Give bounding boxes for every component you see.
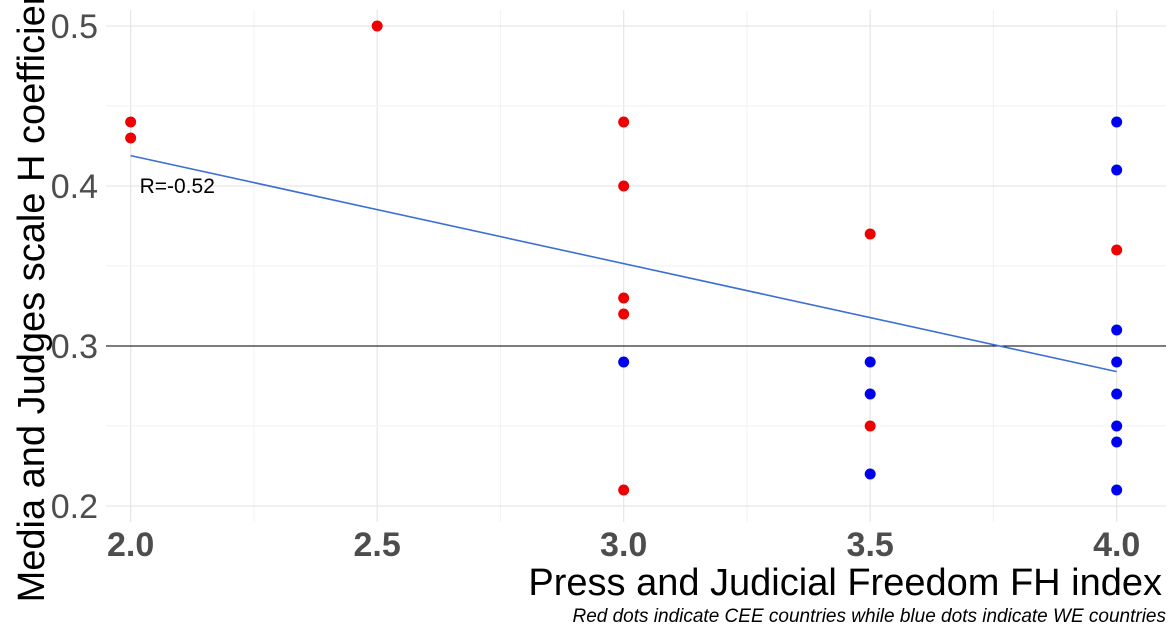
x-axis-title: Press and Judicial Freedom FH index	[528, 562, 1162, 604]
data-point-cee	[618, 116, 630, 128]
trend-line-layer	[130, 154, 1117, 373]
y-tick-label: 0.4	[51, 168, 98, 206]
data-point-we	[1111, 356, 1123, 368]
data-point-we	[864, 388, 876, 400]
x-tick-labels: 2.0 2.5 3.0 3.5 4.0	[107, 526, 1140, 564]
x-tick-label: 3.0	[600, 526, 647, 564]
x-tick-label: 4.0	[1093, 526, 1140, 564]
data-point-we	[1111, 116, 1123, 128]
correlation-annotation: R=-0.52	[140, 175, 215, 198]
data-point-cee	[864, 420, 876, 432]
data-point-cee	[1111, 244, 1123, 256]
data-point-cee	[618, 484, 630, 496]
data-point-cee	[125, 132, 137, 144]
regression-line	[130, 154, 1117, 373]
data-point-cee	[125, 116, 137, 128]
data-point-cee	[618, 308, 630, 320]
data-point-we	[618, 356, 630, 368]
x-tick-label: 3.5	[847, 526, 894, 564]
y-tick-label: 0.5	[51, 8, 98, 46]
y-tick-labels: 0.2 0.3 0.4 0.5	[51, 8, 98, 526]
data-point-we	[1111, 484, 1123, 496]
y-axis-title: Media and Judges scale H coefficient	[11, 0, 53, 602]
data-point-we	[864, 468, 876, 480]
chart-caption: Red dots indicate CEE countries while bl…	[572, 606, 1166, 627]
y-tick-label: 0.2	[51, 488, 98, 526]
y-tick-label: 0.3	[51, 328, 98, 366]
data-point-we	[1111, 436, 1123, 448]
data-point-cee	[618, 292, 630, 304]
data-point-we	[864, 356, 876, 368]
data-point-we	[1111, 324, 1123, 336]
data-point-we	[1111, 164, 1123, 176]
data-point-we	[1111, 420, 1123, 432]
data-point-we	[1111, 388, 1123, 400]
x-tick-label: 2.0	[107, 526, 154, 564]
x-tick-label: 2.5	[354, 526, 401, 564]
data-point-cee	[618, 180, 630, 192]
data-point-cee	[371, 20, 383, 32]
data-point-cee	[864, 228, 876, 240]
points-layer	[125, 20, 1123, 496]
